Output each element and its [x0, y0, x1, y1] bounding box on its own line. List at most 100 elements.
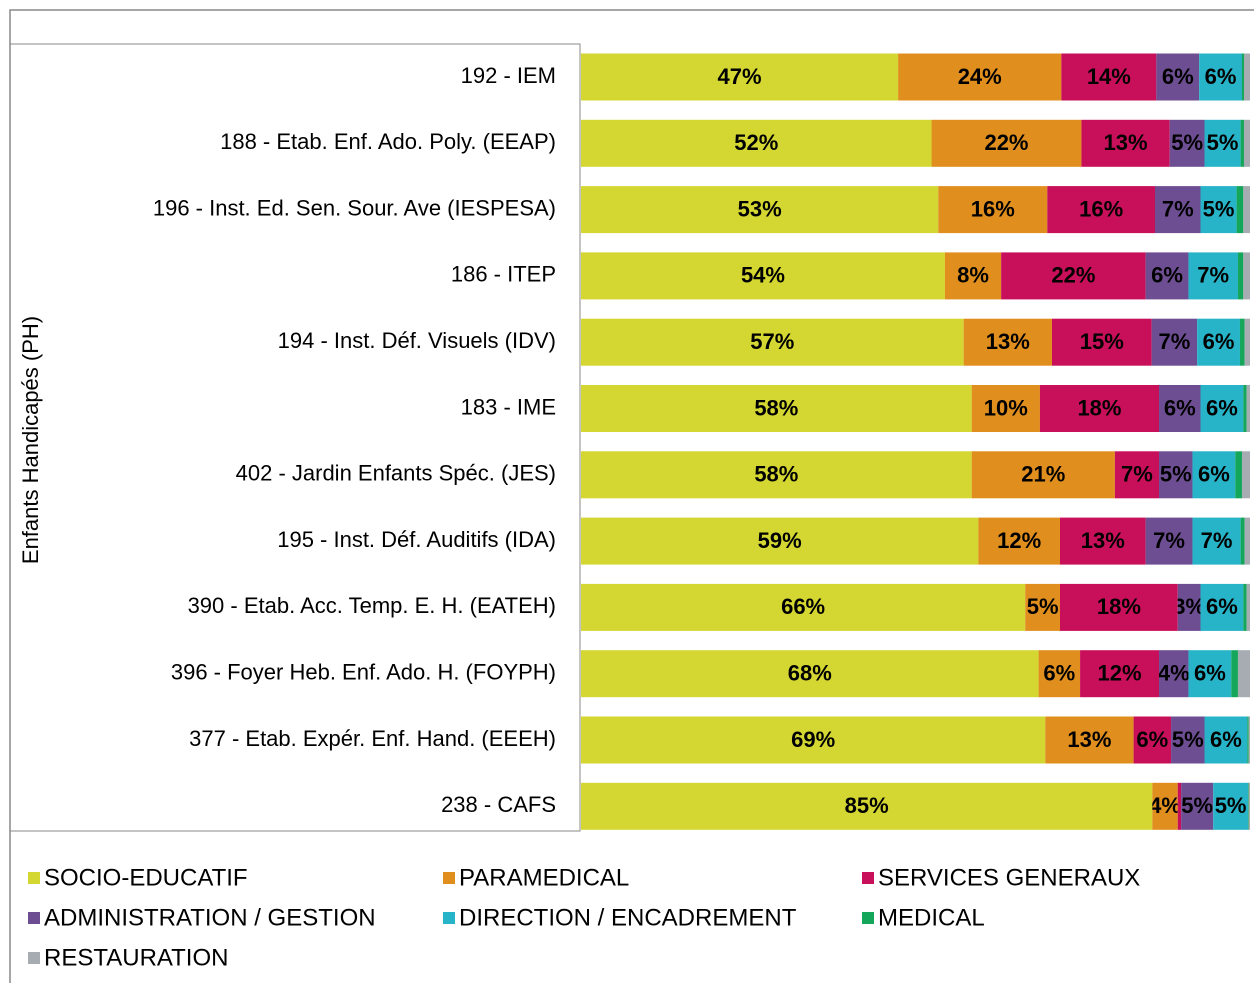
value-label: 57%: [750, 329, 794, 354]
value-label: 13%: [1067, 727, 1111, 752]
value-label: 13%: [1081, 528, 1125, 553]
bar-segment: [1169, 119, 1205, 167]
category-label: 183 - IME: [461, 394, 556, 419]
bar-segment: [1200, 186, 1237, 234]
value-label: 54%: [741, 263, 785, 288]
value-label: 7%: [1121, 462, 1153, 487]
value-label: 12%: [997, 528, 1041, 553]
bar-segment: [1152, 782, 1178, 830]
value-label: 59%: [758, 528, 802, 553]
value-label: 7%: [1162, 196, 1194, 221]
bar-segment: [581, 782, 1153, 830]
value-label: 13%: [1104, 130, 1148, 155]
bar-segment: [1246, 385, 1250, 432]
value-label: 5%: [1172, 727, 1204, 752]
bar-segment: [1244, 318, 1250, 366]
bar-segment: [1060, 517, 1146, 565]
value-label: 5%: [1207, 130, 1239, 155]
bar-segment: [1145, 517, 1193, 565]
bar-segment: [1177, 583, 1201, 631]
value-label: 22%: [1051, 263, 1095, 288]
category-label: 186 - ITEP: [451, 262, 556, 287]
category-label: 188 - Etab. Enf. Ado. Poly. (EEAP): [220, 129, 556, 154]
bar-segment: [1241, 53, 1244, 101]
value-label: 5%: [1181, 793, 1213, 818]
bar-segment: [898, 53, 1062, 101]
value-label: 24%: [958, 64, 1002, 89]
value-label: 85%: [845, 793, 889, 818]
bar-segment: [1243, 583, 1247, 631]
bar-segment: [581, 650, 1039, 698]
bar-segment: [1080, 650, 1160, 698]
bar-segment: [1241, 451, 1250, 499]
bar-segment: [1025, 583, 1061, 631]
value-label: 12%: [1098, 661, 1142, 686]
bar-segment: [1188, 650, 1232, 698]
bar-segment: [1001, 252, 1146, 300]
bar-segment: [1197, 318, 1240, 366]
value-label: 68%: [788, 661, 832, 686]
bar-segment: [581, 385, 972, 432]
bar-segment: [1114, 451, 1160, 499]
value-label: 6%: [1206, 395, 1238, 420]
bar-segment: [1051, 318, 1152, 366]
bar-segment: [1038, 650, 1081, 698]
value-label: 14%: [1087, 64, 1131, 89]
legend-label: SERVICES GENERAUX: [878, 864, 1140, 891]
legend-label: ADMINISTRATION / GESTION: [44, 904, 376, 931]
y-axis-label: Enfants Handicapés (PH): [18, 316, 43, 564]
bar-segment: [581, 583, 1026, 631]
bar-segment: [1213, 782, 1248, 830]
value-label: 18%: [1097, 594, 1141, 619]
value-label: 16%: [971, 196, 1015, 221]
bar-segment: [1243, 119, 1250, 167]
value-label: 6%: [1206, 594, 1238, 619]
bar-segment: [1246, 583, 1250, 631]
value-label: 6%: [1136, 727, 1168, 752]
value-label: 52%: [734, 130, 778, 155]
bar-segment: [1177, 782, 1182, 830]
bar-segment: [581, 318, 964, 366]
value-label: 53%: [738, 196, 782, 221]
value-label: 5%: [1203, 196, 1235, 221]
bar-segment: [1200, 385, 1244, 432]
bar-segment: [1247, 716, 1249, 764]
bar-segment: [581, 517, 979, 565]
bar-segment: [581, 252, 945, 300]
legend-label: SOCIO-EDUCATIF: [44, 864, 248, 891]
bar-segment: [1247, 782, 1249, 830]
value-label: 21%: [1021, 462, 1065, 487]
category-label: 194 - Inst. Déf. Visuels (IDV): [278, 328, 556, 353]
bar-segment: [1060, 583, 1178, 631]
bar-segment: [1145, 252, 1189, 300]
bar-segment: [971, 385, 1040, 432]
value-label: 6%: [1210, 727, 1242, 752]
value-label: 5%: [1171, 130, 1203, 155]
category-label: 195 - Inst. Déf. Auditifs (IDA): [277, 527, 556, 552]
bar-segment: [1204, 716, 1248, 764]
bar-segment: [1236, 186, 1244, 234]
bar-segment: [1237, 252, 1244, 300]
legend-label: PARAMEDICAL: [459, 864, 629, 891]
category-label: 196 - Inst. Ed. Sen. Sour. Ave (IESPESA): [153, 195, 556, 220]
bar-segment: [581, 186, 939, 234]
category-label: 396 - Foyer Heb. Enf. Ado. H. (FOYPH): [171, 660, 556, 685]
legend-label: RESTAURATION: [44, 944, 228, 971]
bar-segment: [1192, 517, 1241, 565]
category-label: 402 - Jardin Enfants Spéc. (JES): [236, 461, 556, 486]
bar-segment: [1133, 716, 1172, 764]
bar-segment: [1248, 716, 1250, 764]
value-label: 4%: [1158, 661, 1190, 686]
bar-segment: [1159, 650, 1189, 698]
legend-label: MEDICAL: [878, 904, 985, 931]
bar-segment: [1061, 53, 1157, 101]
bar-segment: [1181, 782, 1214, 830]
bar-segment: [1240, 119, 1244, 167]
value-label: 16%: [1079, 196, 1123, 221]
bar-segment: [581, 119, 932, 167]
value-label: 8%: [957, 263, 989, 288]
bar-segment: [938, 186, 1048, 234]
bar-segment: [1240, 517, 1245, 565]
bar-segment: [1155, 186, 1201, 234]
